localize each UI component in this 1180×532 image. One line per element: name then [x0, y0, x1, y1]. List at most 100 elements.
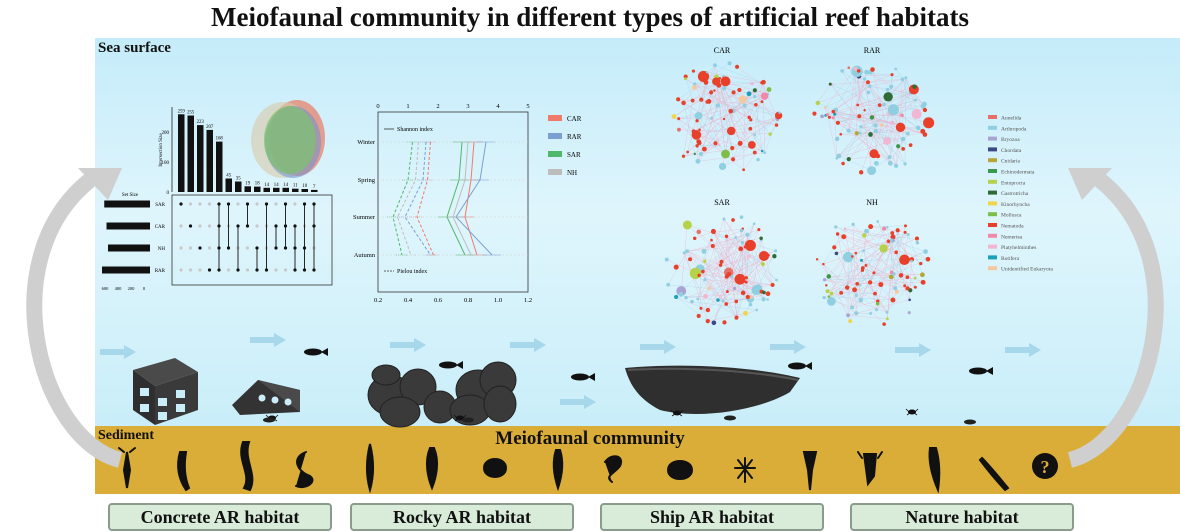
- network-node: [887, 104, 900, 116]
- network-edge: [828, 274, 923, 277]
- network-edge: [742, 99, 778, 120]
- network-node: [691, 85, 697, 90]
- network-node: [834, 225, 838, 229]
- network-sar: SAR: [664, 198, 778, 326]
- shannon-tick: 2: [436, 103, 439, 110]
- network-edge: [837, 233, 908, 278]
- network-node: [889, 270, 894, 274]
- network-edge: [892, 240, 926, 252]
- network-node: [894, 67, 898, 71]
- network-node: [882, 322, 886, 326]
- network-edge: [723, 88, 763, 152]
- network-node: [852, 287, 857, 293]
- network-node: [851, 255, 854, 258]
- fish: [788, 362, 806, 370]
- phylum-swatch: [988, 266, 997, 271]
- current-arrow: [510, 338, 546, 352]
- fish: [571, 373, 589, 381]
- rock: [371, 364, 401, 386]
- network-edge: [873, 125, 883, 154]
- habitat-rocky: Rocky AR habitat: [350, 503, 574, 531]
- shannon-tick: 0: [376, 103, 379, 110]
- network-node: [697, 273, 701, 278]
- matrix-dot: [236, 202, 240, 206]
- network-edge: [705, 288, 735, 297]
- tardigrade-silhouette: [734, 457, 756, 483]
- network-edge: [683, 65, 716, 104]
- network-edge: [694, 84, 720, 145]
- network-node: [857, 114, 862, 119]
- network-edge: [685, 76, 693, 101]
- kinorhynch-silhouette: [177, 451, 191, 492]
- network-node: [697, 70, 710, 83]
- crab-legs: [670, 409, 684, 417]
- habitat-nature: Nature habitat: [850, 503, 1074, 531]
- network-edge: [823, 263, 885, 325]
- network-node: [862, 249, 865, 253]
- network-node: [843, 227, 847, 231]
- intersection-bar-label: 10: [302, 184, 307, 189]
- right-cycle-arrowhead: [1068, 168, 1112, 200]
- network-node: [882, 226, 887, 231]
- matrix-dot: [179, 268, 183, 272]
- intersection-bar-label: 18: [255, 182, 260, 187]
- network-node: [867, 84, 872, 88]
- network-edge: [683, 146, 752, 157]
- network-edge: [726, 236, 737, 279]
- network-node: [842, 251, 854, 263]
- network-edge: [685, 78, 751, 121]
- network-edge: [869, 248, 884, 283]
- network-node: [754, 102, 758, 107]
- network-node: [711, 320, 717, 326]
- network-edge: [717, 83, 753, 106]
- network-node: [864, 228, 869, 234]
- matrix-dot: [198, 224, 202, 228]
- network-edge: [827, 114, 882, 126]
- network-node: [912, 84, 917, 89]
- network-edge: [846, 260, 862, 288]
- network-edge: [852, 232, 906, 308]
- network-edge: [824, 267, 863, 280]
- network-edge: [668, 284, 769, 294]
- network-node: [905, 286, 910, 291]
- network-node: [734, 273, 746, 285]
- network-node: [823, 106, 827, 109]
- network-nh: NH: [815, 198, 931, 326]
- set-size-tick: 0: [143, 286, 146, 291]
- network-node: [749, 118, 753, 122]
- network-node: [836, 153, 842, 159]
- network-node: [915, 125, 921, 131]
- network-node: [900, 136, 906, 142]
- network-node: [850, 305, 855, 310]
- network-node: [915, 240, 920, 245]
- network-edge: [700, 268, 762, 292]
- network-node: [725, 290, 729, 294]
- network-edge: [742, 99, 771, 135]
- network-edge: [684, 252, 708, 322]
- ship-hull: [625, 365, 800, 414]
- phylum-swatch: [988, 125, 997, 130]
- shannon-tick: 4: [496, 103, 500, 110]
- phyla-legend: Annelida Arthropoda Bryozoa Chordata Cnidari…: [988, 115, 1053, 273]
- figure-title: Meiofaunal community in different types …: [211, 2, 969, 32]
- phylum-label: Nematoda: [1001, 224, 1024, 230]
- network-node: [914, 236, 919, 241]
- network-node: [827, 295, 831, 298]
- network-edge: [732, 82, 764, 160]
- network-edge: [722, 152, 755, 167]
- network-edge: [683, 102, 695, 155]
- network-node: [738, 246, 744, 252]
- network-edge: [750, 119, 777, 126]
- rotifer-silhouette: [425, 447, 439, 491]
- network-node: [692, 82, 697, 86]
- network-edge: [713, 228, 743, 233]
- network-node: [903, 284, 907, 288]
- network-edge: [736, 66, 770, 90]
- matrix-dot: [188, 268, 193, 272]
- network-edge: [893, 240, 921, 264]
- network-node: [914, 98, 917, 102]
- network-node: [730, 146, 735, 151]
- network-node: [879, 244, 888, 253]
- ostracod-silhouette: [482, 458, 508, 478]
